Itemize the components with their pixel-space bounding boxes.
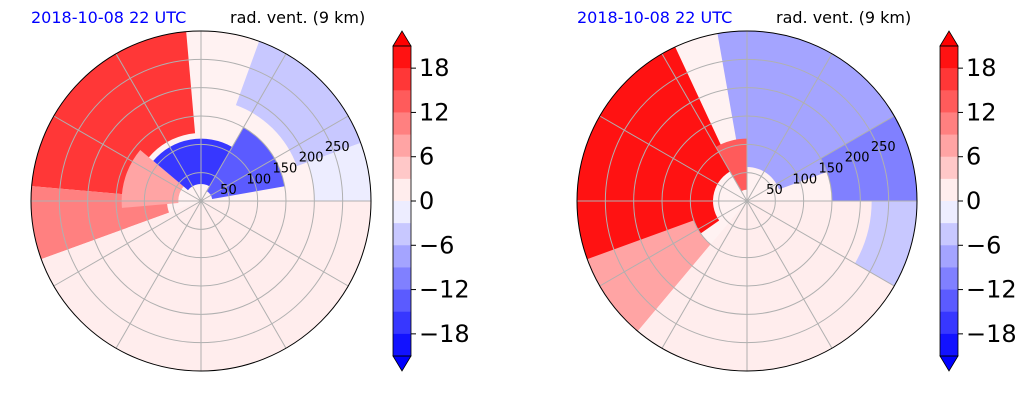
colorbar-tick-label-12: 12 [419, 98, 450, 126]
colorbar-segment-1 [940, 46, 958, 69]
spoke-gridline-60 [746, 53, 833, 202]
colorbar: 18 12 6 0 −6 −12 −18 [939, 30, 1017, 372]
colorbar-segment-13 [940, 311, 958, 335]
field-region-5 [820, 116, 917, 201]
spoke-gridline-30 [200, 115, 349, 202]
colorbar-segment-6 [393, 156, 411, 180]
field-region-1 [31, 31, 196, 196]
colorbar-tick-label--6: −6 [966, 231, 1001, 259]
field-region-4 [41, 201, 286, 371]
radial-tick-label-150: 150 [273, 161, 298, 176]
colorbar-tick-label--18: −18 [966, 320, 1017, 348]
colorbar-segment-4 [393, 112, 411, 136]
colorbar-segment-5 [393, 134, 411, 158]
spoke-gridline-300 [746, 200, 833, 349]
spoke-gridline-240 [661, 200, 748, 349]
spoke-gridline-150 [53, 115, 202, 202]
radial-tick-label-50: 50 [766, 183, 783, 198]
colorbar-tick-label-6: 6 [419, 143, 434, 171]
spoke-gridline-210 [599, 200, 748, 287]
colorbar-segment-14 [940, 333, 958, 357]
field-region-7 [715, 138, 747, 192]
colorbar-segment-2 [393, 68, 411, 91]
colorbar-tick-label--6: −6 [419, 231, 454, 259]
colorbar-segment-6 [940, 156, 958, 180]
spoke-gridline-120 [661, 53, 748, 202]
radial-tick-label-100: 100 [246, 172, 271, 187]
radial-tick-label-250: 250 [871, 140, 896, 155]
radial-tick-label-250: 250 [325, 140, 350, 155]
field-region-3 [637, 201, 917, 371]
colorbar-segment-10 [393, 245, 411, 268]
colorbar-segment-9 [940, 223, 958, 246]
radial-tick-label-200: 200 [299, 151, 324, 166]
colorbar-segment-9 [393, 223, 411, 246]
colorbar-tick-label-6: 6 [966, 143, 981, 171]
colorbar-segment-11 [393, 267, 411, 291]
colorbar-extend-min [392, 355, 412, 372]
colorbar-extend-max [392, 30, 412, 47]
colorbar-segment-12 [393, 289, 411, 313]
colorbar-segment-2 [940, 68, 958, 91]
polar-frame [576, 30, 918, 372]
colorbar-segment-12 [940, 289, 958, 313]
radial-tick-label-50: 50 [220, 183, 237, 198]
colorbar-segment-7 [393, 178, 411, 202]
colorbar-tick-label-0: 0 [419, 187, 434, 215]
spoke-gridline-300 [200, 200, 287, 349]
radial-tick-label-150: 150 [819, 161, 844, 176]
colorbar-segment-13 [393, 311, 411, 335]
spoke-gridline-150 [599, 115, 748, 202]
spoke-gridline-330 [200, 200, 349, 287]
colorbar-segment-5 [940, 134, 958, 158]
colorbar: 18 12 6 0 −6 −12 −18 [392, 30, 470, 372]
polar-field [577, 31, 917, 371]
spoke-gridline-210 [53, 200, 202, 287]
colorbar-tick-label--12: −12 [966, 276, 1017, 304]
radial-tick-label-100: 100 [792, 172, 817, 187]
colorbar-tick-label-18: 18 [966, 54, 997, 82]
field-region-8 [235, 41, 361, 167]
spoke-gridline-120 [115, 53, 202, 202]
spoke-gridline-240 [115, 200, 202, 349]
spoke-gridline-60 [200, 53, 287, 202]
colorbar-tick-label--12: −12 [419, 276, 470, 304]
polar-frame [30, 30, 372, 372]
colorbar-segment-10 [940, 245, 958, 268]
colorbar-extend-max [939, 30, 959, 47]
colorbar-segment-4 [940, 112, 958, 136]
colorbar-segment-11 [940, 267, 958, 291]
radial-tick-label-200: 200 [845, 151, 870, 166]
colorbar-extend-min [939, 355, 959, 372]
title-right: rad. vent. (9 km) [776, 8, 911, 27]
colorbar-segment-3 [940, 90, 958, 113]
colorbar-segment-14 [393, 333, 411, 357]
spoke-gridline-30 [746, 115, 895, 202]
field-region-2 [587, 220, 711, 332]
title-right: rad. vent. (9 km) [230, 8, 365, 27]
colorbar-tick-label-12: 12 [966, 98, 997, 126]
colorbar-segment-8 [393, 201, 411, 224]
colorbar-segment-1 [393, 46, 411, 69]
colorbar-tick-label-18: 18 [419, 54, 450, 82]
colorbar-tick-label-0: 0 [966, 187, 981, 215]
colorbar-segment-7 [940, 178, 958, 202]
title-left: 2018-10-08 22 UTC [31, 8, 186, 27]
spoke-gridline-330 [746, 200, 895, 287]
title-left: 2018-10-08 22 UTC [577, 8, 732, 27]
colorbar-segment-8 [940, 201, 958, 224]
colorbar-segment-3 [393, 90, 411, 113]
field-region-6 [854, 201, 917, 286]
colorbar-tick-label--18: −18 [419, 320, 470, 348]
